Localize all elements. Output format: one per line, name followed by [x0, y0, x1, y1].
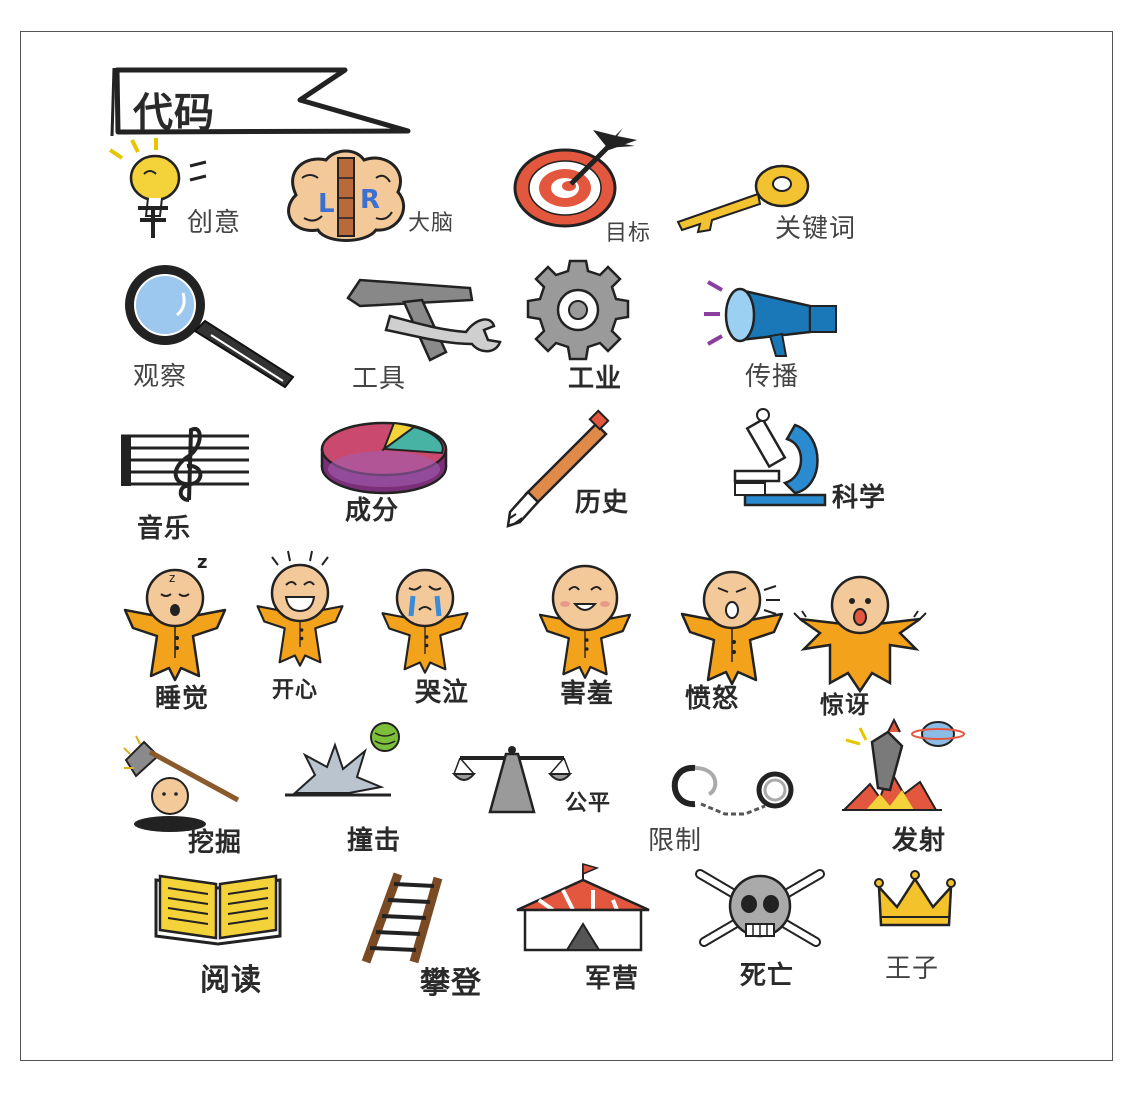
label-science: 科学: [832, 483, 887, 513]
label-component: 成分: [345, 496, 400, 526]
label-shy: 害羞: [560, 679, 615, 709]
scales-icon: [451, 746, 573, 814]
label-spread: 传播: [745, 362, 800, 392]
label-tools: 工具: [352, 364, 407, 394]
handcuffs-icon: [671, 765, 794, 816]
brain-left-letter: L: [318, 189, 335, 219]
impact-icon: [285, 722, 400, 797]
music-staff-icon: [121, 427, 249, 502]
label-music: 音乐: [137, 514, 192, 544]
label-history: 历史: [575, 488, 630, 518]
label-sleep: 睡觉: [155, 684, 210, 714]
ladder-icon: [361, 872, 443, 964]
sleeping-person-icon: z z: [123, 552, 227, 682]
label-launch: 发射: [892, 826, 947, 856]
microscope-icon: [733, 408, 827, 507]
target-icon: [513, 128, 637, 228]
tent-icon: [516, 863, 650, 952]
banner-title: 代码: [133, 90, 215, 136]
brain-icon: [287, 149, 405, 242]
happy-person-icon: [256, 550, 344, 667]
surprised-person-icon: [793, 575, 927, 694]
brush-icon: [506, 409, 610, 528]
svg-text:z: z: [169, 571, 175, 585]
label-dig: 挖掘: [188, 828, 243, 858]
pie-chart-icon: [320, 421, 448, 495]
label-brain: 大脑: [408, 211, 455, 236]
label-prince: 王子: [885, 954, 940, 984]
label-death: 死亡: [740, 961, 795, 991]
rocket-launch-icon: [841, 717, 965, 811]
label-camp: 军营: [585, 964, 640, 994]
label-angry: 愤怒: [685, 684, 740, 714]
magnifier-icon: [125, 265, 295, 389]
label-climb: 攀登: [420, 966, 482, 1001]
megaphone-icon: [704, 280, 837, 357]
open-book-icon: [154, 874, 282, 946]
label-keyword: 关键词: [775, 214, 857, 244]
shy-person-icon: [538, 564, 632, 679]
label-restrict: 限制: [648, 826, 703, 856]
label-surprise: 惊讶: [820, 691, 870, 719]
key-icon: [676, 164, 810, 234]
svg-text:z: z: [197, 552, 207, 573]
label-fair: 公平: [565, 791, 612, 816]
lightbulb-icon: [108, 138, 207, 238]
label-industry: 工业: [568, 364, 623, 394]
label-goal: 目标: [605, 221, 652, 246]
banner-flag: [110, 67, 411, 137]
label-creativity: 创意: [187, 208, 242, 238]
crying-person-icon: [381, 568, 469, 674]
shovel-digging-icon: [123, 735, 240, 832]
skull-crossbones-icon: [695, 869, 825, 947]
label-strike: 撞击: [347, 826, 402, 856]
angry-person-icon: [680, 570, 784, 686]
brain-right-letter: R: [360, 185, 380, 215]
label-happy: 开心: [272, 678, 319, 703]
gear-icon: [526, 259, 630, 361]
label-cry: 哭泣: [415, 678, 470, 708]
tools-icon: [346, 278, 502, 362]
crown-icon: [874, 870, 956, 927]
label-read: 阅读: [200, 963, 262, 998]
label-observe: 观察: [133, 362, 188, 392]
